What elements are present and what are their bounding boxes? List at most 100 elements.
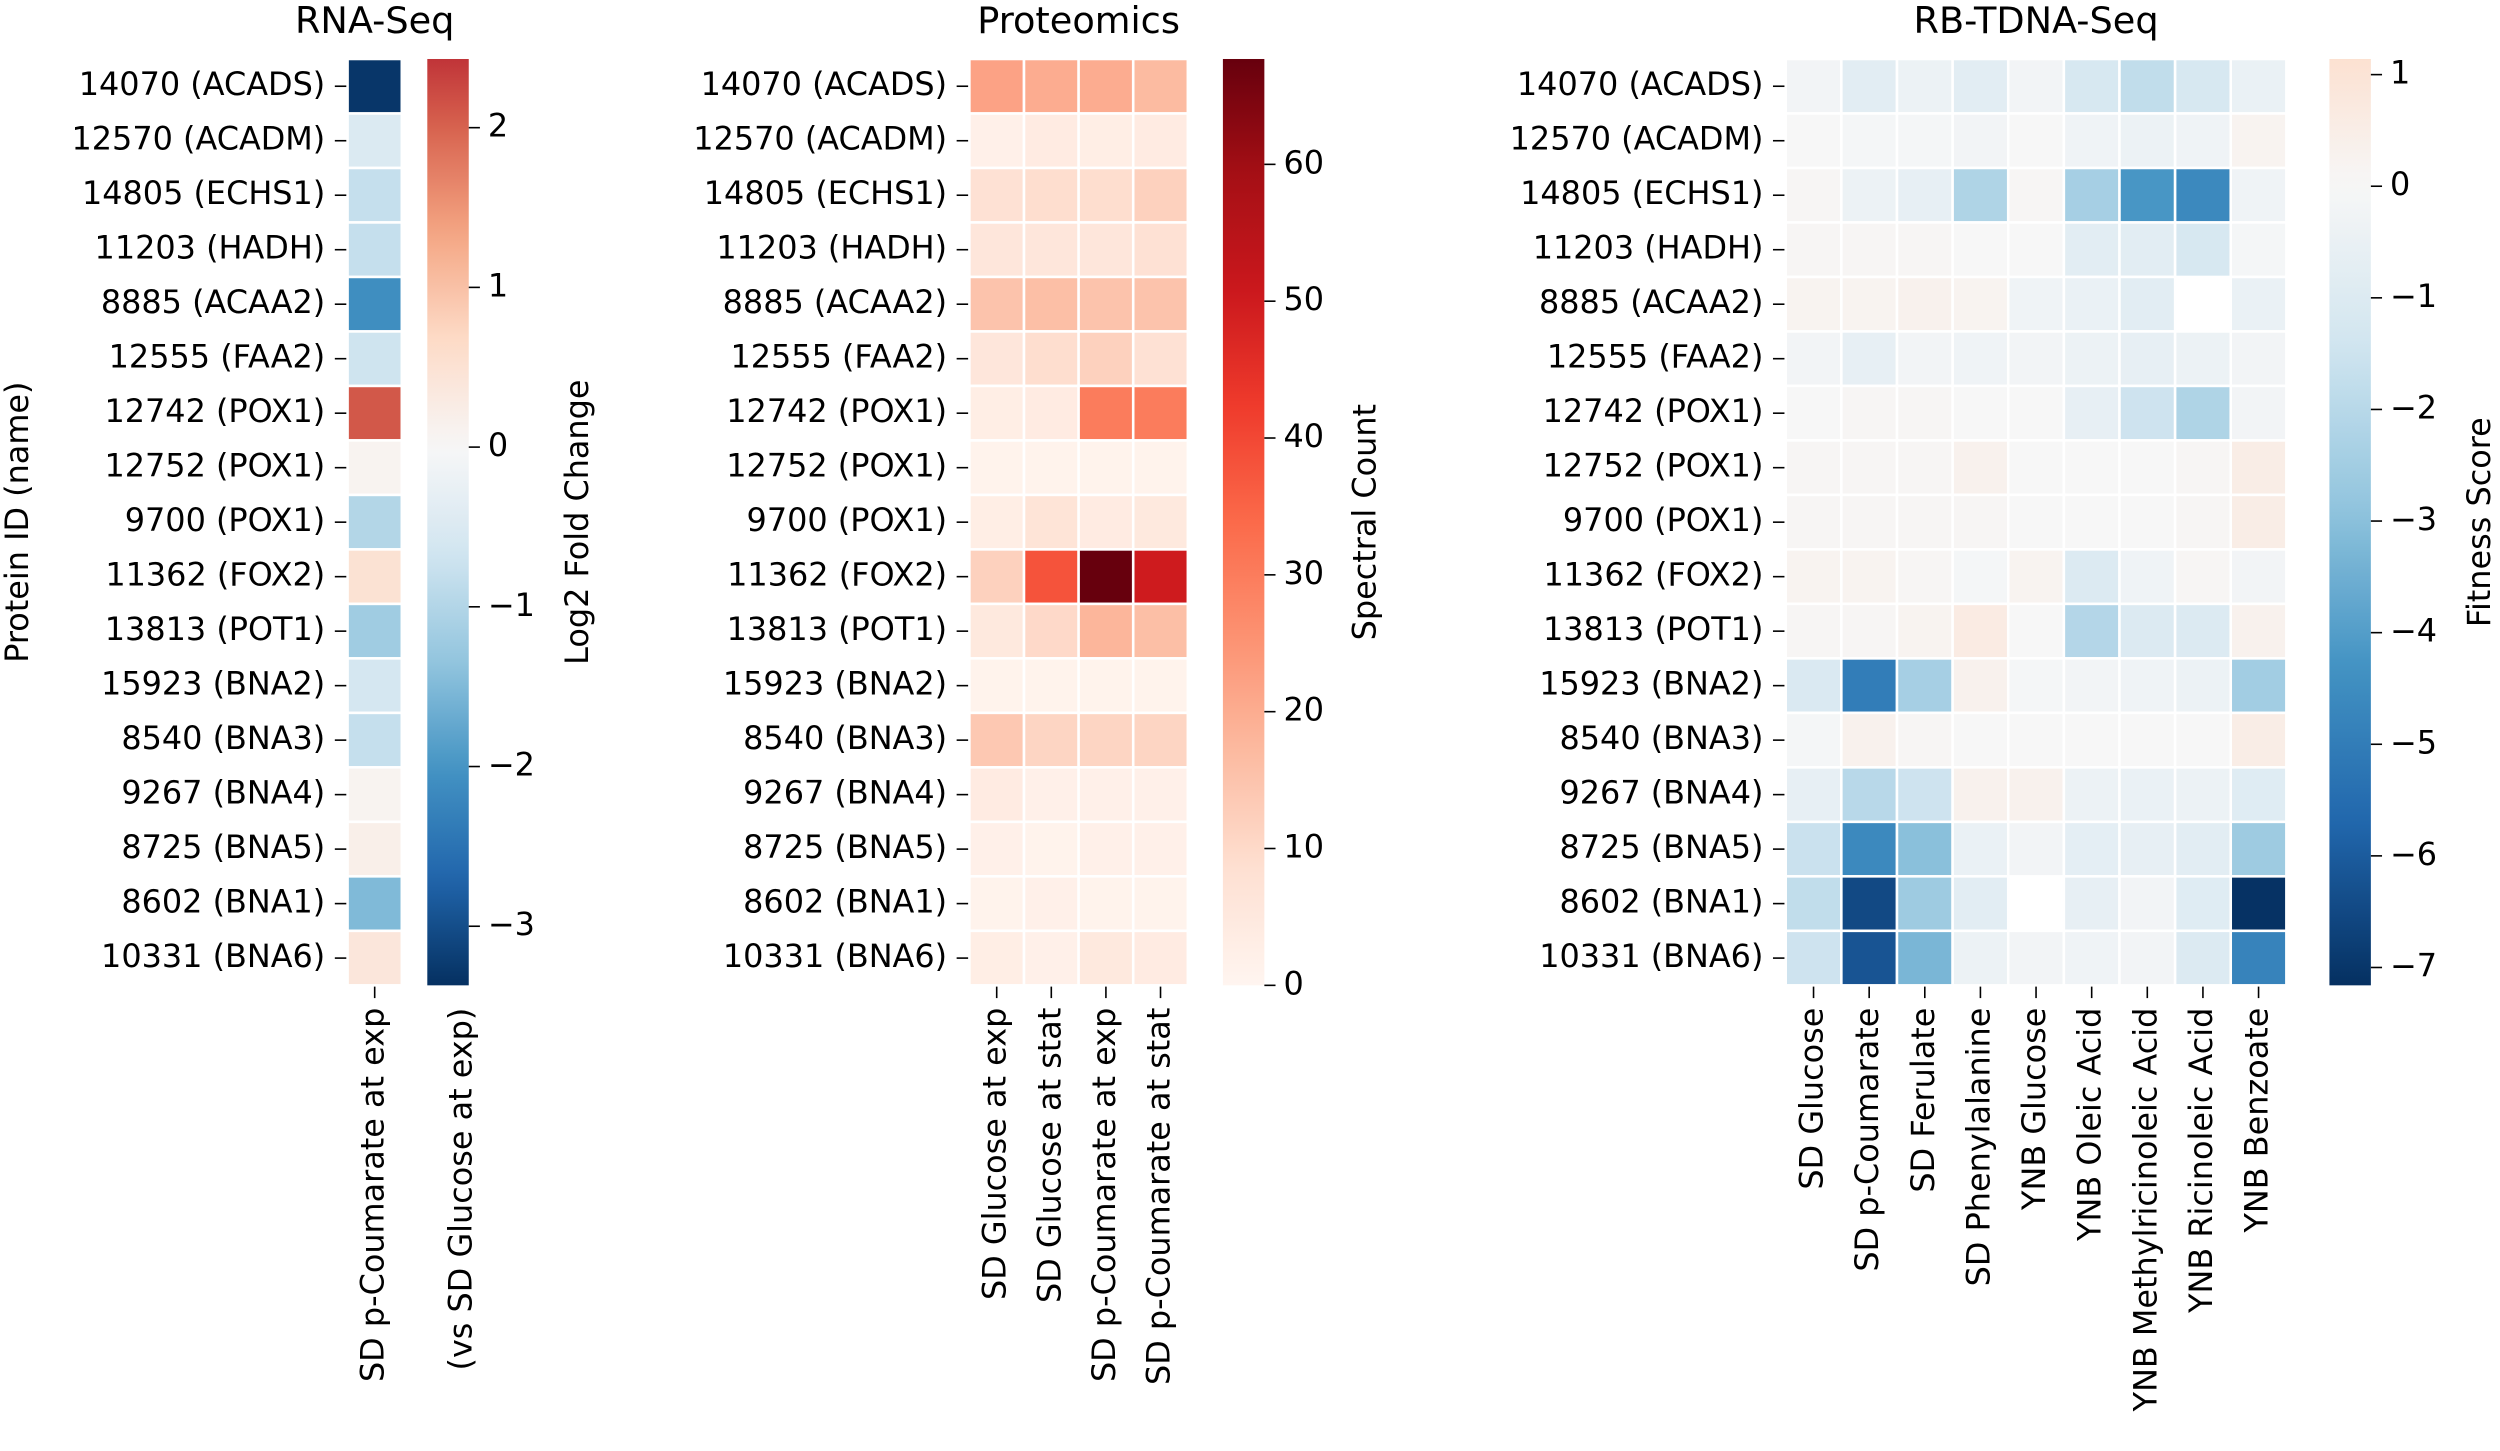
heatmap-cell <box>2118 493 2177 551</box>
row-label: 8540 (BNA3) <box>743 719 947 757</box>
heatmap-cell <box>968 711 1026 769</box>
column-label: SD Glucose at exp <box>976 1008 1014 1300</box>
heatmap-cell <box>1022 57 1080 115</box>
column-label: YNB Ricinoleic Acid <box>2182 1008 2220 1314</box>
heatmap-cell <box>2229 112 2288 170</box>
row-label: 8602 (BNA1) <box>1559 883 1763 921</box>
colorbar <box>1222 58 1265 986</box>
row-label: 11362 (FOX2) <box>105 556 325 594</box>
heatmap-cell <box>1077 711 1135 769</box>
heatmap-cell <box>968 493 1026 551</box>
column-label: YNB Glucose <box>2015 1008 2053 1211</box>
heatmap-cell <box>968 657 1026 715</box>
row-label: 8602 (BNA1) <box>743 883 947 921</box>
row-label: 11362 (FOX2) <box>727 556 947 594</box>
heatmap-cell <box>968 875 1026 933</box>
heatmap-cell <box>2229 602 2288 660</box>
heatmap-cell <box>2062 766 2121 824</box>
heatmap-cell <box>1077 57 1135 115</box>
row-label: 14805 (ECHS1) <box>1520 174 1763 212</box>
heatmap-cell <box>1131 384 1190 442</box>
colorbar-tick-label: 0 <box>488 426 508 464</box>
heatmap-cell <box>1840 875 1899 933</box>
heatmap-cell <box>1895 711 1954 769</box>
heatmap-cell <box>2062 929 2121 987</box>
row-label: 15923 (BNA2) <box>723 665 947 703</box>
heatmap-cell <box>1131 493 1190 551</box>
heatmap-cell <box>1077 112 1135 170</box>
row-label: 12752 (POX1) <box>726 447 947 485</box>
heatmap-cell <box>2229 221 2288 279</box>
column-label: SD Phenylalanine <box>1959 1008 1997 1287</box>
heatmap-cell <box>2062 657 2121 715</box>
column-label: SD Ferulate <box>1904 1008 1942 1193</box>
heatmap-cell <box>2006 711 2066 769</box>
heatmap-cell <box>2229 766 2288 824</box>
heatmap-cell <box>2006 221 2066 279</box>
chart-title: RNA-Seq <box>295 0 454 42</box>
heatmap-cell <box>1895 275 1954 333</box>
colorbar-tick-label: 60 <box>1283 143 1324 181</box>
heatmap-cell <box>2229 166 2288 224</box>
heatmap-cell <box>2229 439 2288 497</box>
column-label: SD p-Coumarate at exp <box>1085 1008 1123 1382</box>
heatmap-cell <box>346 166 404 224</box>
heatmap-cell <box>346 548 404 606</box>
heatmap-cell <box>2062 439 2121 497</box>
heatmap-cell <box>1022 929 1080 987</box>
heatmap-cell <box>1131 166 1190 224</box>
heatmap-cell <box>1131 275 1190 333</box>
heatmap-cell <box>1895 112 1954 170</box>
row-label: 12555 (FAA2) <box>730 338 947 376</box>
heatmap-cell <box>1077 493 1135 551</box>
colorbar-tick-label: 0 <box>2390 165 2410 203</box>
row-label: 14070 (ACADS) <box>79 65 326 103</box>
heatmap-cell <box>1022 384 1080 442</box>
heatmap-cell <box>968 820 1026 878</box>
heatmap-cell <box>2062 711 2121 769</box>
heatmap-cell <box>1840 384 1899 442</box>
colorbar-tick-label: 40 <box>1283 417 1324 455</box>
colorbar-tick-label: −6 <box>2390 835 2437 873</box>
row-label: 8885 (ACAA2) <box>101 283 325 321</box>
heatmap-cell <box>2006 548 2066 606</box>
row-label: 9700 (POX1) <box>125 501 326 539</box>
heatmap-cell <box>1895 57 1954 115</box>
heatmap-cell <box>1840 548 1899 606</box>
heatmap-cell <box>1784 330 1843 388</box>
row-label: 8885 (ACAA2) <box>1539 283 1763 321</box>
row-label: 11362 (FOX2) <box>1544 556 1764 594</box>
heatmap-cell <box>2062 548 2121 606</box>
heatmap-cell <box>1895 330 1954 388</box>
heatmap-cell <box>2229 275 2288 333</box>
heatmap-cell <box>2173 112 2233 170</box>
heatmap-cell <box>346 657 404 715</box>
heatmap-cell <box>2118 166 2177 224</box>
heatmap-cell <box>968 766 1026 824</box>
heatmap-cell <box>968 548 1026 606</box>
colorbar-tick-label: 2 <box>488 107 508 145</box>
row-label: 10331 (BNA6) <box>1539 937 1763 975</box>
heatmap-cell <box>1840 657 1899 715</box>
heatmap-cell <box>346 439 404 497</box>
heatmap-cell <box>1784 820 1843 878</box>
column-label: (vs SD Glucose at exp) <box>441 1008 479 1371</box>
colorbar-tick-label: −3 <box>488 905 535 943</box>
row-label: 12752 (POX1) <box>104 447 325 485</box>
column-label: YNB Methylricinoleic Acid <box>2126 1008 2164 1413</box>
row-label: 12742 (POX1) <box>726 392 947 430</box>
heatmap-cell <box>1840 221 1899 279</box>
row-label: 14805 (ECHS1) <box>704 174 947 212</box>
heatmap-cell <box>1131 57 1190 115</box>
heatmap-cell <box>1784 57 1843 115</box>
heatmap-cell <box>1077 875 1135 933</box>
row-label: 11203 (HADH) <box>1533 229 1764 267</box>
heatmap-cell <box>1840 112 1899 170</box>
heatmap-cell <box>968 602 1026 660</box>
column-label: SD p-Coumarate <box>1848 1008 1886 1272</box>
colorbar-tick-label: −2 <box>488 746 535 784</box>
row-label: 15923 (BNA2) <box>101 665 325 703</box>
heatmap-cell <box>1077 330 1135 388</box>
heatmap-cell <box>2062 112 2121 170</box>
